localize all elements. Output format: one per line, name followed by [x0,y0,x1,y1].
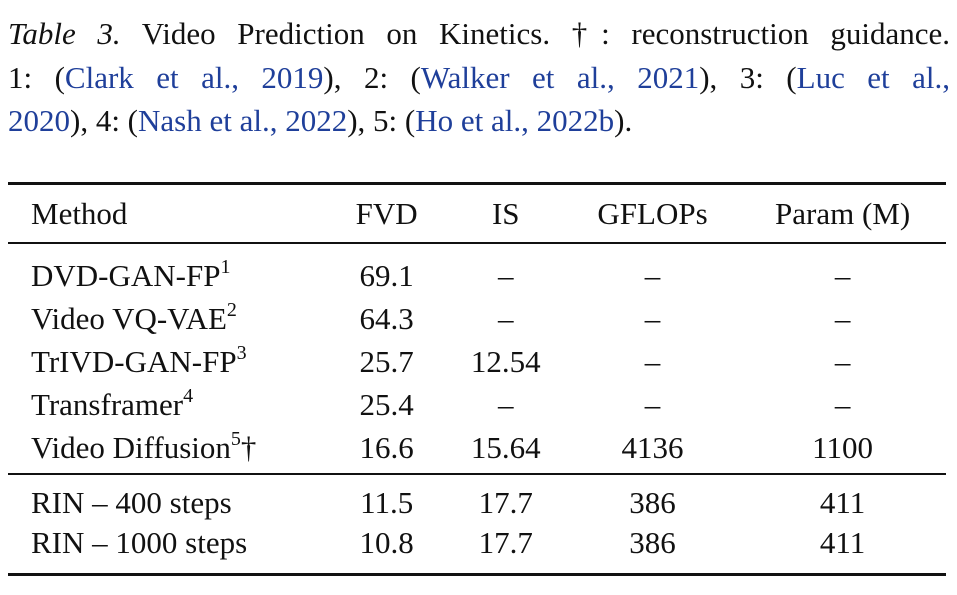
method-ref-sup: 3 [236,341,247,364]
table-top-rule [8,182,946,185]
is-cell: – [497,300,514,336]
gflops-cell: – [644,257,661,293]
method-cell: RIN – 400 steps [31,485,232,520]
caption-line-1: Table 3. Video Prediction on Kinetics. †… [8,12,950,56]
citation-link[interactable]: Walker et al., 2021 [420,59,700,95]
method-name: Video Diffusion [31,429,231,465]
table-group-rule [8,473,946,475]
caption-label: Table 3. [8,16,121,51]
table-caption: Table 3. Video Prediction on Kinetics. †… [8,12,950,143]
caption-text: ). [614,103,633,138]
param-cell: 411 [819,525,866,560]
table-header-row: Method FVD IS GFLOPs Param (M) [8,185,946,242]
table-row: Video Diffusion5† 16.6 15.64 4136 1100 [8,426,946,469]
table-header-rule [8,242,946,244]
fvd-cell: 69.1 [359,257,414,293]
header-method: Method [31,195,128,231]
table-row: TrIVD-GAN-FP3 25.7 12.54 – – [8,340,946,383]
is-cell: 12.54 [470,343,541,379]
dagger-mark: † [240,429,257,465]
param-cell: – [834,300,851,336]
method-name: TrIVD-GAN-FP [31,343,237,379]
method-cell: Transframer4 [8,383,328,426]
header-is: IS [491,195,520,231]
table-row: DVD-GAN-FP1 69.1 – – – [8,254,946,297]
gflops-cell: – [644,386,661,422]
table-spacer [8,242,946,254]
table-bottom-rule [8,573,946,576]
table-row: Video VQ-VAE2 64.3 – – – [8,297,946,340]
caption-text: ), 4: ( [70,103,139,138]
gflops-cell: 386 [629,525,676,560]
is-cell-best: 17.7 [478,525,533,560]
fvd-cell: 25.4 [359,386,414,422]
table-row: RIN – 1000 steps 10.8 17.7 386 411 [8,523,946,563]
header-gflops: GFLOPs [597,195,708,231]
method-cell: Video Diffusion5† [8,426,328,469]
param-cell: – [834,386,851,422]
param-cell: 1100 [812,429,874,465]
fvd-cell: 16.6 [359,429,414,465]
citation-link[interactable]: Ho et al., 2022b [415,103,615,138]
citation-link[interactable]: Nash et al., 2022 [138,103,348,138]
is-cell: – [497,257,514,293]
caption-text: 1: ( [8,59,65,95]
caption-text: ), 3: ( [699,59,797,95]
fvd-cell-best: 10.8 [359,525,414,560]
fvd-cell: 11.5 [360,485,414,520]
method-ref-sup: 1 [220,255,231,278]
is-cell: 15.64 [470,429,541,465]
citation-link[interactable]: Luc et al., [796,59,950,95]
method-ref-sup: 2 [226,298,237,321]
method-cell: DVD-GAN-FP1 [8,254,328,297]
method-name: Video VQ-VAE [31,300,227,336]
param-cell: – [834,257,851,293]
citation-link[interactable]: 2020 [8,103,70,138]
header-param: Param (M) [775,195,911,231]
method-cell: TrIVD-GAN-FP3 [8,340,328,383]
param-cell: – [834,343,851,379]
header-fvd: FVD [355,195,418,231]
method-cell: RIN – 1000 steps [31,525,248,560]
method-name: DVD-GAN-FP [31,257,221,293]
gflops-cell: 4136 [621,429,684,465]
gflops-cell: – [644,300,661,336]
method-cell: Video VQ-VAE2 [8,297,328,340]
caption-title: Video Prediction on Kinetics. †: reconst… [120,16,950,51]
caption-line-3: 2020), 4: (Nash et al., 2022), 5: (Ho et… [8,99,950,143]
fvd-cell: 25.7 [359,343,414,379]
table-row: RIN – 400 steps 11.5 17.7 386 411 [8,483,946,523]
caption-text: ), 5: ( [347,103,416,138]
table-row: Transframer4 25.4 – – – [8,383,946,426]
results-table: Method FVD IS GFLOPs Param (M) DVD-GAN-F… [8,185,946,563]
is-cell: 17.7 [478,485,533,520]
table-spacer [8,469,946,483]
fvd-cell: 64.3 [359,300,414,336]
method-name: Transframer [31,386,184,422]
citation-link[interactable]: Clark et al., 2019 [64,59,324,95]
param-cell: 411 [819,485,866,520]
gflops-cell: 386 [629,485,676,520]
method-ref-sup: 5 [230,427,241,450]
caption-text: ), 2: ( [323,59,421,95]
gflops-cell: – [644,343,661,379]
method-ref-sup: 4 [183,384,194,407]
caption-line-2: 1: (Clark et al., 2019), 2: (Walker et a… [8,56,950,100]
is-cell: – [497,386,514,422]
